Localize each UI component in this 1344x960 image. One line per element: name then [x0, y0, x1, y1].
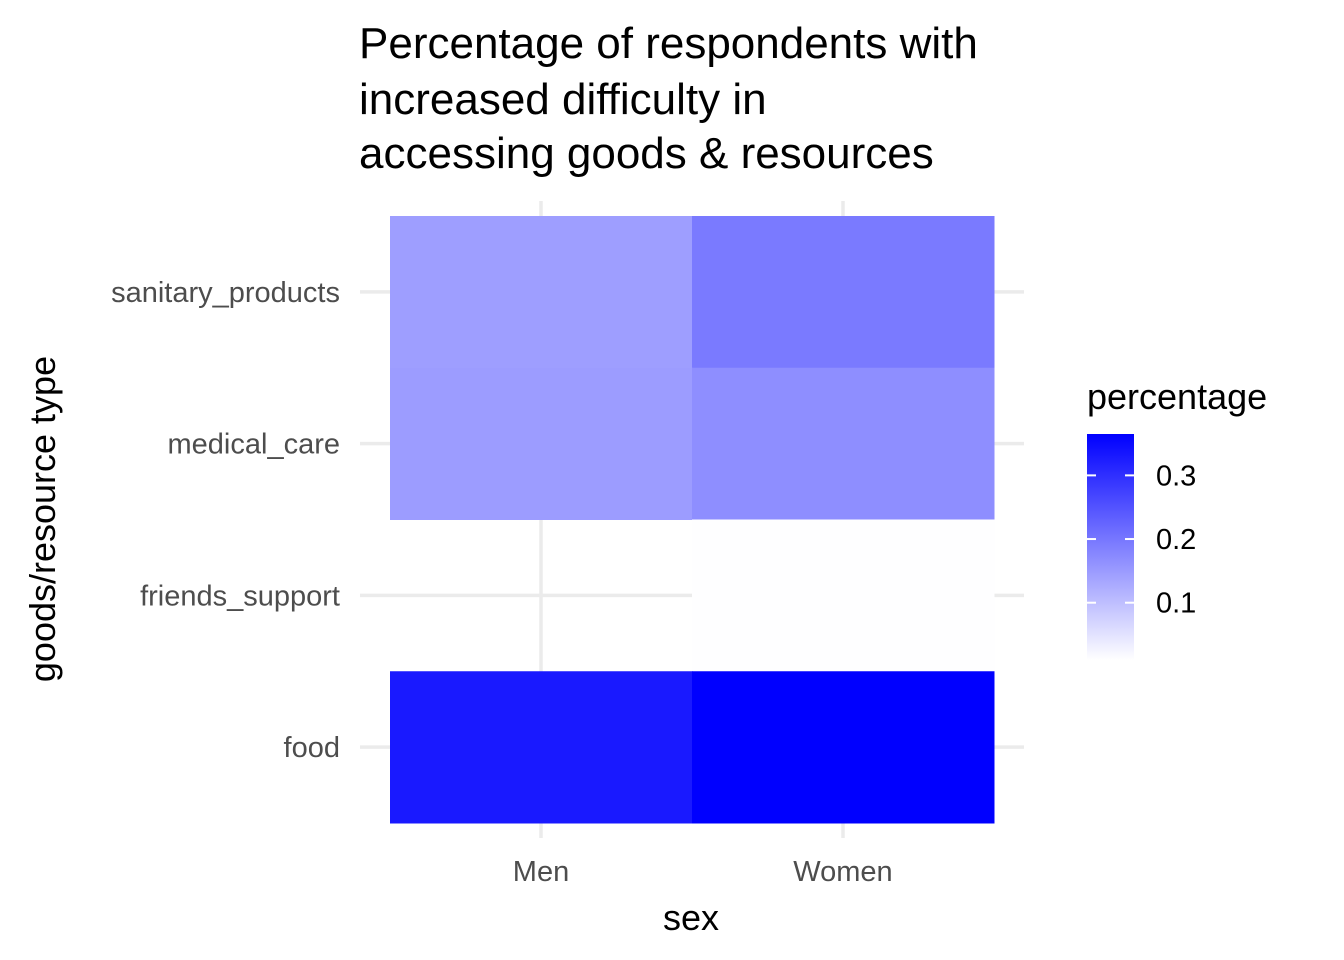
legend-title: percentage	[1087, 376, 1267, 417]
y-axis-tick-labels: sanitary_products medical_care friends_sup…	[111, 277, 340, 764]
legend: percentage 0.1 0.2 0.3	[1087, 376, 1267, 660]
y-axis-title: goods/resource type	[22, 356, 63, 682]
legend-tick-label-0: 0.1	[1156, 588, 1196, 620]
chart-title: Percentage of respondents with increased…	[359, 19, 978, 178]
heatmap-cell-women-friends-support	[692, 519, 995, 672]
x-axis-title: sex	[663, 897, 719, 938]
y-tick-label-friends-support: friends_support	[140, 580, 340, 612]
y-tick-label-sanitary-products: sanitary_products	[111, 277, 340, 309]
x-axis-tick-labels: Men Women	[513, 856, 893, 888]
heatmap-cell-women-sanitary-products	[692, 216, 995, 369]
heatmap-tiles	[390, 216, 995, 824]
heatmap-cell-women-medical-care	[692, 367, 995, 520]
chart-title-line-1: Percentage of respondents with	[359, 19, 978, 68]
heatmap-cell-men-medical-care	[390, 367, 693, 520]
legend-tick-label-2: 0.3	[1156, 460, 1196, 492]
x-tick-label-men: Men	[513, 856, 569, 888]
legend-color-bar	[1087, 434, 1134, 660]
heatmap-cell-men-sanitary-products	[390, 216, 693, 369]
y-tick-label-medical-care: medical_care	[168, 429, 340, 461]
heatmap-cell-men-food	[390, 671, 693, 824]
legend-ticks: 0.1 0.2 0.3	[1087, 460, 1196, 620]
chart-title-line-2: increased difficulty in	[359, 75, 767, 124]
y-tick-label-food: food	[284, 732, 340, 764]
legend-tick-label-1: 0.2	[1156, 524, 1196, 556]
heatmap-cell-women-food	[692, 671, 995, 824]
x-tick-label-women: Women	[793, 856, 892, 888]
chart-title-line-3: accessing goods & resources	[359, 129, 934, 178]
